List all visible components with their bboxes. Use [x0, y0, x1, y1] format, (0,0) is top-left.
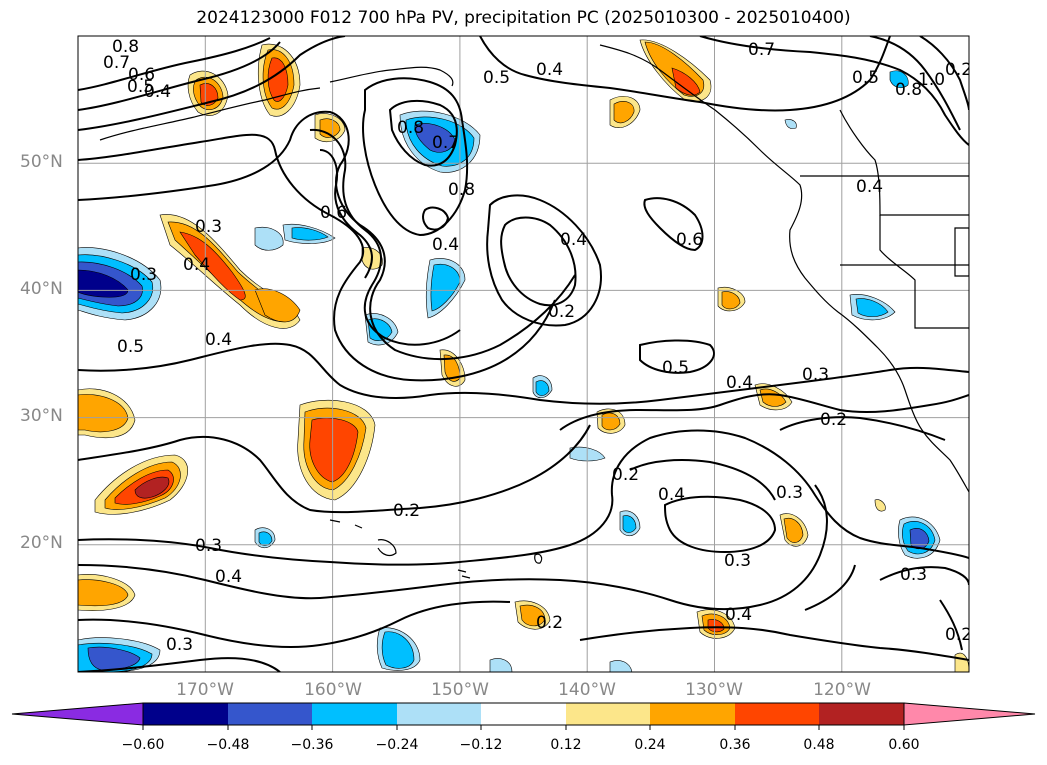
contour-label: 0.2: [945, 625, 972, 645]
contour-label: 0.5: [127, 77, 154, 97]
contour-label: 0.7: [432, 133, 459, 153]
contour-label: 0.4: [215, 567, 242, 587]
colorbar-swatch: [819, 703, 904, 725]
contour-label: 0.8: [895, 80, 922, 100]
colorbar-swatch: [228, 703, 312, 725]
colorbar-tick-label: 0.36: [719, 737, 751, 753]
contour-label: 0.2: [612, 465, 639, 485]
colorbar-swatch: [650, 703, 735, 725]
colorbar-tick-label: 0.48: [803, 737, 835, 753]
contour-label: 0.7: [748, 40, 775, 60]
contour-label: 0.2: [548, 302, 575, 322]
contour-label: 0.3: [195, 536, 222, 556]
colorbar-swatch: [312, 703, 397, 725]
contour-label: 0.4: [658, 485, 685, 505]
contour-label: 0.4: [536, 60, 563, 80]
contour-label: 0.5: [852, 68, 879, 88]
colorbar-swatch: [481, 703, 566, 725]
colorbar-tick-label: 0.12: [550, 737, 582, 753]
colorbar-swatch: [735, 703, 819, 725]
contour-label: 0.5: [662, 358, 689, 378]
lat-label: 30°N: [20, 406, 63, 426]
contour-label: 0.2: [945, 60, 972, 80]
colorbar-tick-label: 0.60: [888, 737, 920, 753]
map-frame: [77, 35, 970, 673]
colorbar-swatch: [566, 703, 650, 725]
lon-label: 170°W: [176, 680, 234, 700]
precip-positive-shading: [78, 39, 969, 672]
contour-label: 1.0: [918, 70, 945, 90]
colorbar-swatch: [143, 703, 228, 725]
colorbar-swatch: [397, 703, 481, 725]
lon-label: 150°W: [431, 680, 489, 700]
contour-label: 0.5: [483, 68, 510, 88]
colorbar-extend-min: [11, 702, 144, 726]
contour-label: 0.6: [676, 230, 703, 250]
lat-label: 20°N: [20, 533, 63, 553]
contour-label: 0.4: [560, 230, 587, 250]
colorbar-tick-label: −0.48: [206, 737, 250, 753]
contour-label: 0.3: [776, 483, 803, 503]
contour-label: 0.4: [725, 605, 752, 625]
colorbar-tick-label: 0.24: [634, 737, 666, 753]
contour-label: 0.8: [112, 37, 139, 57]
pv-contours: [78, 36, 969, 672]
contour-labels: 0.8 0.7 0.6 0.5 0.4 0.5 0.4 0.7 0.5 0.8 …: [103, 37, 972, 655]
contour-label: 0.6: [128, 65, 155, 85]
lat-label: 50°N: [20, 152, 63, 172]
contour-label: 0.3: [166, 635, 193, 655]
contour-label: 0.8: [448, 180, 475, 200]
colorbar-tick-label: −0.60: [121, 737, 165, 753]
colorbar-extend-max: [903, 702, 1036, 726]
lon-label: 120°W: [813, 680, 871, 700]
contour-label: 0.3: [195, 217, 222, 237]
colorbar: [11, 702, 1036, 730]
colorbar-tick-label: −0.36: [290, 737, 334, 753]
lon-label: 160°W: [304, 680, 362, 700]
contour-label: 0.3: [802, 365, 829, 385]
contour-label: 0.3: [900, 565, 927, 585]
contour-label: 0.4: [726, 373, 753, 393]
contour-label: 0.4: [205, 330, 232, 350]
contour-label: 0.8: [397, 118, 424, 138]
contour-label: 0.7: [103, 53, 130, 73]
lon-label: 140°W: [558, 680, 616, 700]
colorbar-tick-label: −0.12: [459, 737, 503, 753]
contour-label: 0.3: [724, 551, 751, 571]
lat-label: 40°N: [20, 279, 63, 299]
map-plot-area: 0.8 0.7 0.6 0.5 0.4 0.5 0.4 0.7 0.5 0.8 …: [78, 36, 972, 672]
contour-label: 0.4: [183, 255, 210, 275]
contour-label: 0.4: [432, 235, 459, 255]
figure-title: 2024123000 F012 700 hPa PV, precipitatio…: [196, 8, 851, 28]
contour-label: 0.2: [393, 501, 420, 521]
contour-label: 0.3: [130, 265, 157, 285]
contour-label: 0.5: [117, 337, 144, 357]
contour-label: 0.2: [820, 410, 847, 430]
contour-label: 0.2: [536, 613, 563, 633]
contour-label: 0.4: [144, 82, 171, 102]
contour-label: 0.4: [856, 177, 883, 197]
coastlines: [99, 44, 969, 579]
lon-label: 130°W: [685, 680, 743, 700]
contour-label: 0.6: [320, 203, 347, 223]
colorbar-tick-label: −0.24: [375, 737, 419, 753]
